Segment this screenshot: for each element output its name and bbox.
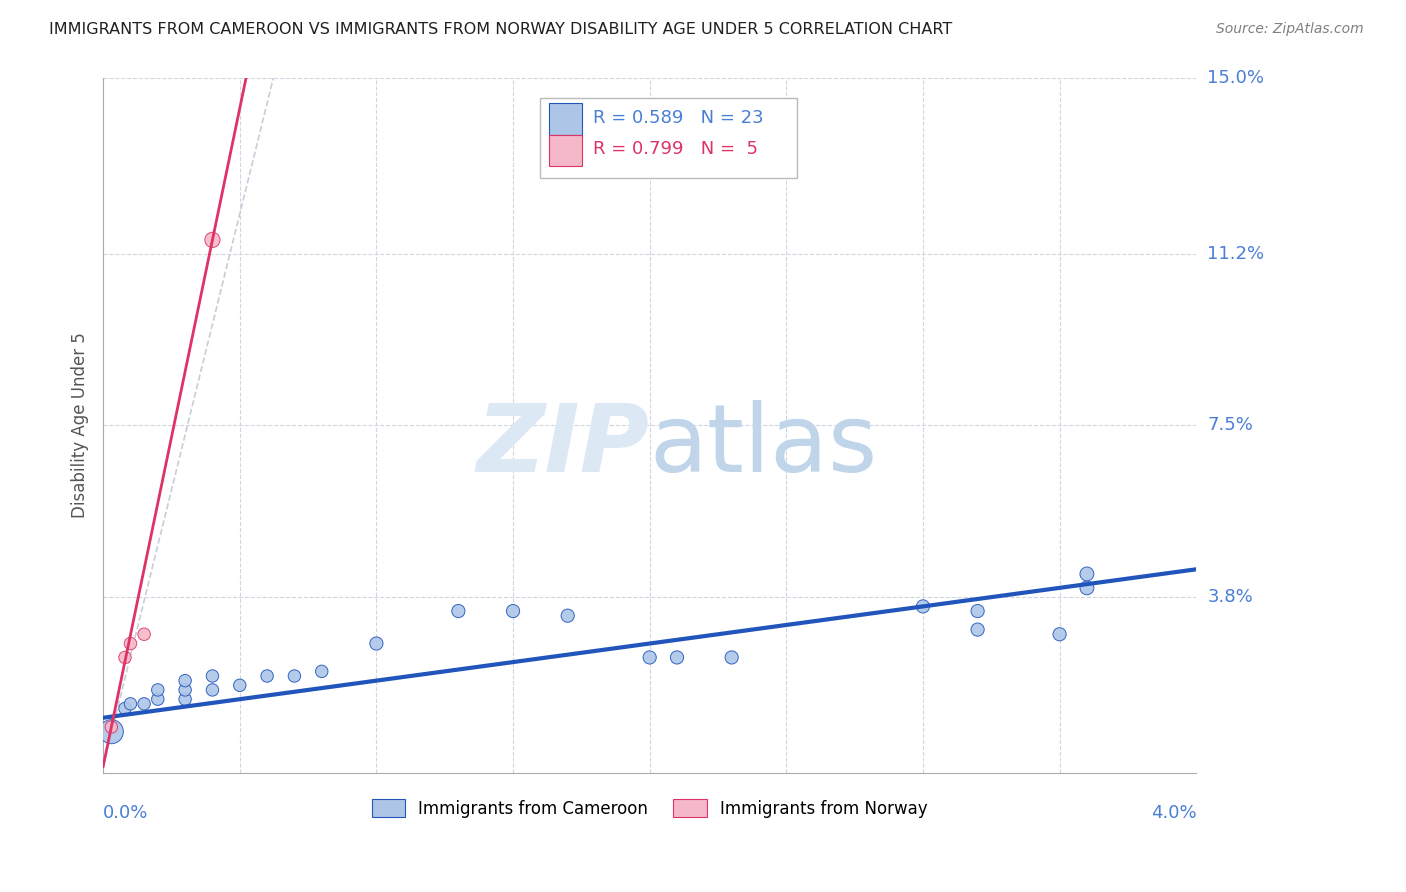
Y-axis label: Disability Age Under 5: Disability Age Under 5: [72, 333, 89, 518]
Bar: [550, 135, 582, 166]
Text: IMMIGRANTS FROM CAMEROON VS IMMIGRANTS FROM NORWAY DISABILITY AGE UNDER 5 CORREL: IMMIGRANTS FROM CAMEROON VS IMMIGRANTS F…: [49, 22, 952, 37]
Text: 11.2%: 11.2%: [1208, 244, 1264, 263]
Point: [174, 673, 197, 688]
Point: [638, 650, 661, 665]
Point: [911, 599, 934, 614]
Point: [229, 678, 252, 692]
Point: [120, 636, 142, 650]
Text: ZIP: ZIP: [477, 401, 650, 492]
Point: [283, 669, 305, 683]
Point: [100, 720, 122, 734]
Point: [120, 697, 142, 711]
Point: [201, 669, 224, 683]
Point: [201, 682, 224, 697]
Point: [1049, 627, 1071, 641]
Point: [174, 692, 197, 706]
Point: [256, 669, 278, 683]
FancyBboxPatch shape: [540, 98, 797, 178]
Point: [311, 665, 333, 679]
Point: [966, 604, 988, 618]
Text: R = 0.799   N =  5: R = 0.799 N = 5: [593, 140, 758, 158]
Point: [100, 724, 122, 739]
Point: [146, 682, 169, 697]
Text: atlas: atlas: [650, 401, 877, 492]
Point: [666, 650, 689, 665]
Point: [557, 608, 579, 623]
Text: 15.0%: 15.0%: [1208, 69, 1264, 87]
Text: 3.8%: 3.8%: [1208, 588, 1253, 607]
Text: 7.5%: 7.5%: [1208, 417, 1253, 434]
Text: Source: ZipAtlas.com: Source: ZipAtlas.com: [1216, 22, 1364, 37]
Point: [114, 650, 136, 665]
Text: 4.0%: 4.0%: [1150, 804, 1197, 822]
Point: [134, 627, 156, 641]
Point: [146, 692, 169, 706]
Point: [502, 604, 524, 618]
Point: [1076, 581, 1098, 595]
Point: [201, 233, 224, 247]
Legend: Immigrants from Cameroon, Immigrants from Norway: Immigrants from Cameroon, Immigrants fro…: [366, 793, 934, 824]
Text: R = 0.589   N = 23: R = 0.589 N = 23: [593, 109, 763, 127]
Point: [366, 636, 388, 650]
Point: [114, 701, 136, 715]
Point: [966, 623, 988, 637]
Text: 0.0%: 0.0%: [103, 804, 149, 822]
Point: [447, 604, 470, 618]
Bar: [550, 103, 582, 135]
Point: [1076, 566, 1098, 581]
Point: [134, 697, 156, 711]
Point: [720, 650, 742, 665]
Point: [174, 682, 197, 697]
